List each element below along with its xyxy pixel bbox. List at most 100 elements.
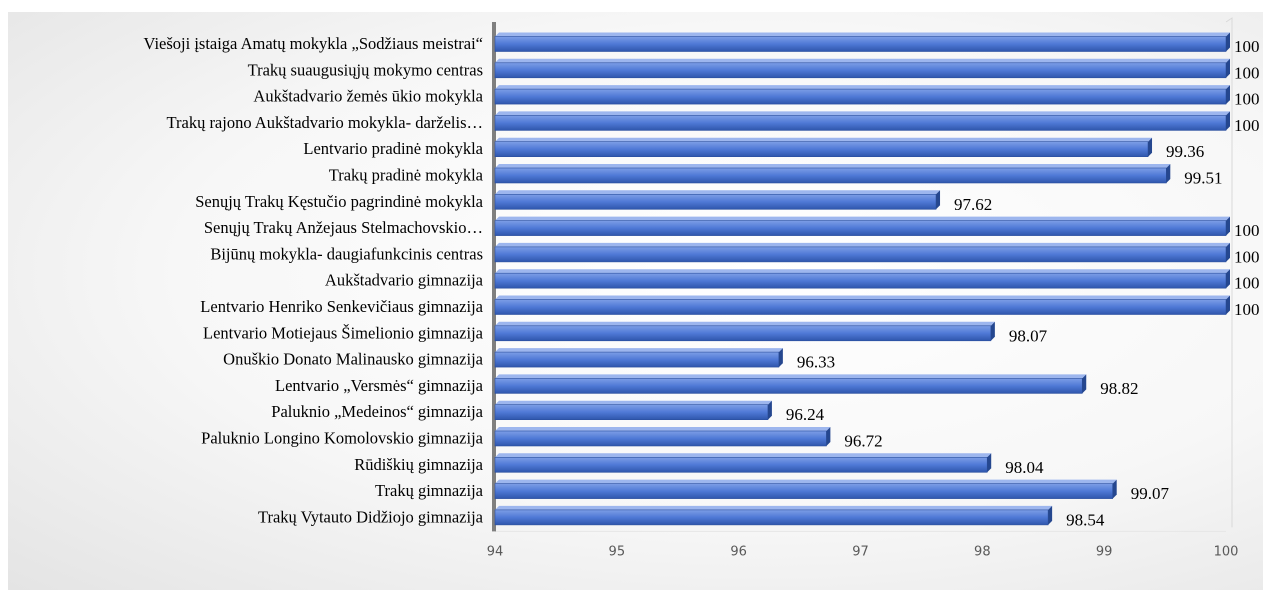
bar <box>494 299 1227 315</box>
bar-end-face <box>1226 295 1230 315</box>
bar-top-face <box>495 111 1230 116</box>
bar-end-face <box>1226 111 1230 131</box>
data-label: 98.07 <box>1009 326 1048 345</box>
data-label: 100 <box>1234 90 1260 109</box>
x-tick-label: 97 <box>852 544 869 559</box>
bar-top-face <box>495 269 1230 274</box>
bar-top-face <box>495 400 772 405</box>
data-label: 100 <box>1234 221 1260 240</box>
vertical-axis <box>492 22 496 532</box>
x-tick-label: 99 <box>1096 544 1113 559</box>
data-label: 96.72 <box>844 432 882 451</box>
bar <box>494 378 1083 394</box>
category-label: Lentvario „Versmės“ gimnazija <box>275 376 484 395</box>
bar-top-face <box>495 505 1053 510</box>
bar <box>494 456 988 473</box>
bar <box>494 62 1227 79</box>
bar-end-face <box>990 321 995 341</box>
data-label: 100 <box>1234 63 1260 82</box>
x-tick-label: 96 <box>730 544 747 559</box>
bar <box>494 509 1049 526</box>
bar-end-face <box>826 427 831 446</box>
bar <box>494 351 780 368</box>
bar-top-face <box>495 453 992 458</box>
bar-top-face <box>495 348 783 353</box>
category-label: Rūdiškių gimnazija <box>354 455 483 474</box>
category-label: Trakų gimnazija <box>375 481 484 500</box>
category-label: Aukštadvario gimnazija <box>325 271 484 290</box>
data-label: 100 <box>1234 274 1260 293</box>
data-label: 100 <box>1234 116 1260 135</box>
data-label: 96.24 <box>786 405 825 424</box>
data-label: 100 <box>1234 247 1260 266</box>
bar-chart: 94 95 96 97 98 99 100 Viešoji įstaiga Amatų mok… <box>144 17 1260 559</box>
category-label: Trakų suaugusiųjų mokymo centras <box>248 60 483 79</box>
bar <box>494 141 1149 157</box>
data-label: 98.04 <box>1005 458 1044 477</box>
bar-end-face <box>1226 242 1230 262</box>
data-label: 98.82 <box>1100 379 1138 398</box>
category-label: Trakų pradinė mokykla <box>329 166 484 185</box>
bar <box>494 404 769 421</box>
bar <box>494 325 992 342</box>
x-tick-label: 94 <box>487 544 504 559</box>
bar <box>494 194 937 210</box>
category-label: Aukštadvario žemės ūkio mokykla <box>253 87 483 106</box>
labels-layer: 94 95 96 97 98 99 100 Viešoji įstaiga Amatų mok… <box>144 34 1260 559</box>
bar <box>494 88 1227 105</box>
category-label: Lentvario Motiejaus Šimelionio gimnazija <box>203 323 484 342</box>
bar-end-face <box>1226 269 1230 289</box>
bar-end-face <box>1226 32 1230 52</box>
bar-end-face <box>1226 58 1230 78</box>
data-label: 97.62 <box>954 195 992 214</box>
bar-end-face <box>778 348 783 368</box>
category-label: Lentvario Henriko Senkevičiaus gimnazija <box>200 297 483 316</box>
bar-top-face <box>495 427 831 431</box>
bar-top-face <box>495 85 1230 90</box>
category-label: Viešoji įstaiga Amatų mokykla „Sodžiaus … <box>144 34 483 53</box>
bar-end-face <box>1048 505 1053 525</box>
bar-end-face <box>987 453 992 473</box>
bar-top-face <box>495 32 1230 37</box>
bar-top-face <box>495 164 1171 168</box>
category-label: Trakų Vytauto Didžiojo gimnazija <box>258 507 484 526</box>
data-label: 98.54 <box>1066 510 1105 529</box>
bar <box>494 483 1113 499</box>
bar-top-face <box>495 321 995 326</box>
chart-area: 94 95 96 97 98 99 100 Viešoji įstaiga Amatų mok… <box>8 12 1263 590</box>
category-label: Paluknio Longino Komolovskio gimnazija <box>201 429 484 448</box>
x-tick-label: 98 <box>974 544 991 559</box>
category-label: Senųjų Trakų Anžejaus Stelmachovskio… <box>204 218 483 237</box>
bar-end-face <box>1226 85 1230 105</box>
x-tick-label: 95 <box>609 544 626 559</box>
bar <box>494 272 1227 289</box>
bar-end-face <box>936 190 941 210</box>
data-label: 99.07 <box>1131 484 1170 503</box>
category-label: Senųjų Trakų Kęstučio pagrindinė mokykla <box>195 192 483 211</box>
data-label: 99.51 <box>1184 169 1222 188</box>
bar-end-face <box>767 400 772 420</box>
bar-end-face <box>1082 374 1087 394</box>
bar-top-face <box>495 295 1230 300</box>
bar-end-face <box>1226 216 1230 236</box>
bar-top-face <box>495 242 1230 247</box>
bar-top-face <box>495 374 1087 379</box>
bar-end-face <box>1112 479 1117 499</box>
bar <box>494 115 1227 131</box>
bar <box>494 167 1167 184</box>
x-tick-label: 100 <box>1214 544 1239 559</box>
bar-top-face <box>495 190 941 195</box>
data-label: 99.36 <box>1166 142 1204 161</box>
category-label: Trakų rajono Aukštadvario mokykla- darže… <box>167 113 484 132</box>
bars-layer <box>494 32 1230 526</box>
bar-top-face <box>495 58 1230 63</box>
bar-end-face <box>1166 164 1171 183</box>
bar-top-face <box>495 216 1230 221</box>
bar-top-face <box>495 137 1153 142</box>
bar <box>494 36 1227 52</box>
data-label: 100 <box>1234 37 1260 56</box>
data-label: 100 <box>1234 300 1260 319</box>
bar-top-face <box>495 479 1117 484</box>
axis-layer <box>492 17 1233 532</box>
bar <box>494 430 827 447</box>
